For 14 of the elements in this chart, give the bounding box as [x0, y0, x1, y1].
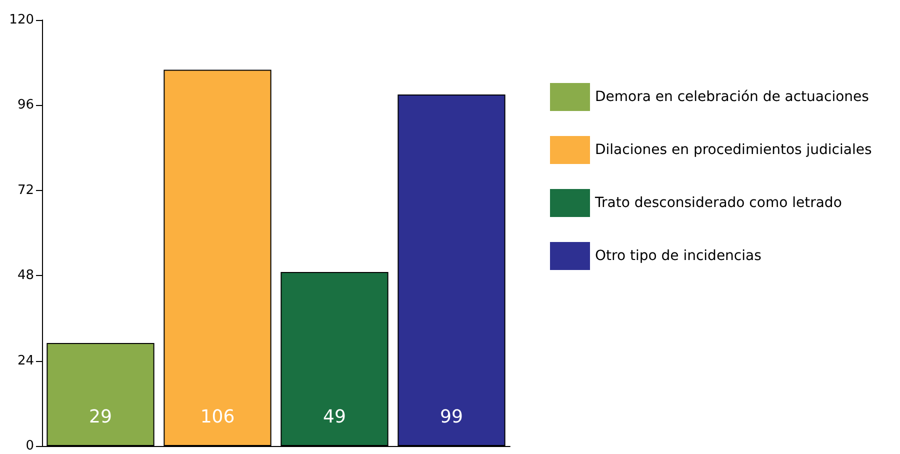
data-label: 29: [89, 406, 112, 428]
y-tick-label: 24: [17, 353, 34, 368]
y-tick-label: 48: [17, 268, 34, 284]
y-tick-label: 0: [26, 438, 34, 454]
data-label: 106: [200, 406, 235, 428]
legend-label: Trato desconsiderado como letrado: [594, 195, 842, 211]
y-tick-label: 72: [17, 182, 34, 198]
data-label: 99: [440, 406, 463, 428]
y-tick-label: 96: [17, 98, 34, 113]
legend-label: Demora en celebración de actuaciones: [595, 89, 869, 105]
y-tick-label: 120: [9, 12, 34, 28]
data-label: 49: [323, 406, 346, 428]
legend-label: Otro tipo de incidencias: [595, 248, 762, 264]
legend-label: Dilaciones en procedimientos judiciales: [595, 142, 872, 158]
